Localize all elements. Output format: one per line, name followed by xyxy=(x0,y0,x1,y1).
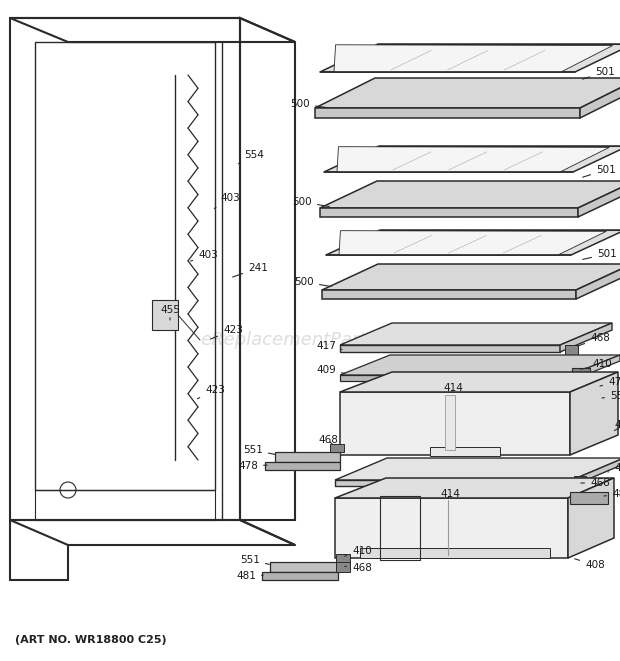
Polygon shape xyxy=(570,355,620,381)
Polygon shape xyxy=(335,480,572,486)
Polygon shape xyxy=(322,264,620,290)
Polygon shape xyxy=(315,78,620,108)
Polygon shape xyxy=(572,458,620,486)
Polygon shape xyxy=(340,345,560,352)
Text: 417: 417 xyxy=(316,341,342,351)
Polygon shape xyxy=(576,264,620,299)
Polygon shape xyxy=(340,372,618,392)
Polygon shape xyxy=(339,231,606,255)
Polygon shape xyxy=(324,146,620,172)
Text: 241: 241 xyxy=(232,263,268,277)
Text: 408: 408 xyxy=(575,559,604,570)
Text: 403: 403 xyxy=(215,193,240,208)
Polygon shape xyxy=(575,394,608,402)
Text: 468: 468 xyxy=(345,563,372,573)
Text: 403: 403 xyxy=(190,250,218,261)
Polygon shape xyxy=(320,44,620,72)
Text: 409: 409 xyxy=(316,365,345,375)
Polygon shape xyxy=(326,230,620,255)
Polygon shape xyxy=(340,323,612,345)
Polygon shape xyxy=(565,345,578,355)
Polygon shape xyxy=(340,392,570,455)
Polygon shape xyxy=(575,382,605,392)
Polygon shape xyxy=(335,498,568,558)
Text: eReplacementParts.com: eReplacementParts.com xyxy=(200,331,420,349)
Polygon shape xyxy=(270,562,340,572)
Polygon shape xyxy=(570,372,618,455)
Text: 500: 500 xyxy=(290,99,327,109)
Text: 551: 551 xyxy=(243,445,275,455)
Polygon shape xyxy=(336,554,350,563)
Polygon shape xyxy=(574,476,586,486)
Polygon shape xyxy=(336,562,350,572)
Polygon shape xyxy=(360,548,550,558)
Polygon shape xyxy=(275,452,340,462)
Text: 480: 480 xyxy=(604,489,620,499)
Polygon shape xyxy=(320,208,578,217)
Text: 500: 500 xyxy=(294,277,331,287)
Polygon shape xyxy=(152,300,178,330)
Text: 478: 478 xyxy=(238,461,267,471)
Text: (ART NO. WR18800 C25): (ART NO. WR18800 C25) xyxy=(15,635,167,645)
Polygon shape xyxy=(320,181,620,208)
Polygon shape xyxy=(334,45,613,72)
Polygon shape xyxy=(430,447,500,456)
Text: 468: 468 xyxy=(578,333,610,346)
Polygon shape xyxy=(568,478,614,558)
Text: 500: 500 xyxy=(293,197,329,207)
Polygon shape xyxy=(265,462,340,470)
Polygon shape xyxy=(340,355,620,375)
Text: 410: 410 xyxy=(581,359,612,369)
Text: 468: 468 xyxy=(581,478,610,488)
Text: 501: 501 xyxy=(583,165,616,177)
Text: 455: 455 xyxy=(160,305,180,320)
Polygon shape xyxy=(335,478,614,498)
Text: 468: 468 xyxy=(318,435,338,445)
Polygon shape xyxy=(572,368,590,378)
Polygon shape xyxy=(340,375,570,381)
Text: 554: 554 xyxy=(239,150,264,164)
Text: 423: 423 xyxy=(211,325,243,339)
Text: 415: 415 xyxy=(608,463,620,473)
Text: 414: 414 xyxy=(443,383,463,393)
Polygon shape xyxy=(262,572,338,580)
Polygon shape xyxy=(578,181,620,217)
Polygon shape xyxy=(580,78,620,118)
Polygon shape xyxy=(322,290,576,299)
Text: 414: 414 xyxy=(440,489,460,499)
Text: 551: 551 xyxy=(240,555,269,565)
Polygon shape xyxy=(570,492,608,504)
Polygon shape xyxy=(315,108,580,118)
Text: 479: 479 xyxy=(600,377,620,387)
Polygon shape xyxy=(330,444,344,452)
Polygon shape xyxy=(445,395,455,450)
Polygon shape xyxy=(337,147,609,172)
Text: 501: 501 xyxy=(583,67,615,79)
Text: 410: 410 xyxy=(345,546,372,556)
Polygon shape xyxy=(560,323,612,352)
Text: 407: 407 xyxy=(614,420,620,430)
Text: 481: 481 xyxy=(236,571,264,581)
Text: 423: 423 xyxy=(198,385,225,399)
Text: 551: 551 xyxy=(602,391,620,401)
Polygon shape xyxy=(335,458,620,480)
Text: 501: 501 xyxy=(583,249,617,259)
